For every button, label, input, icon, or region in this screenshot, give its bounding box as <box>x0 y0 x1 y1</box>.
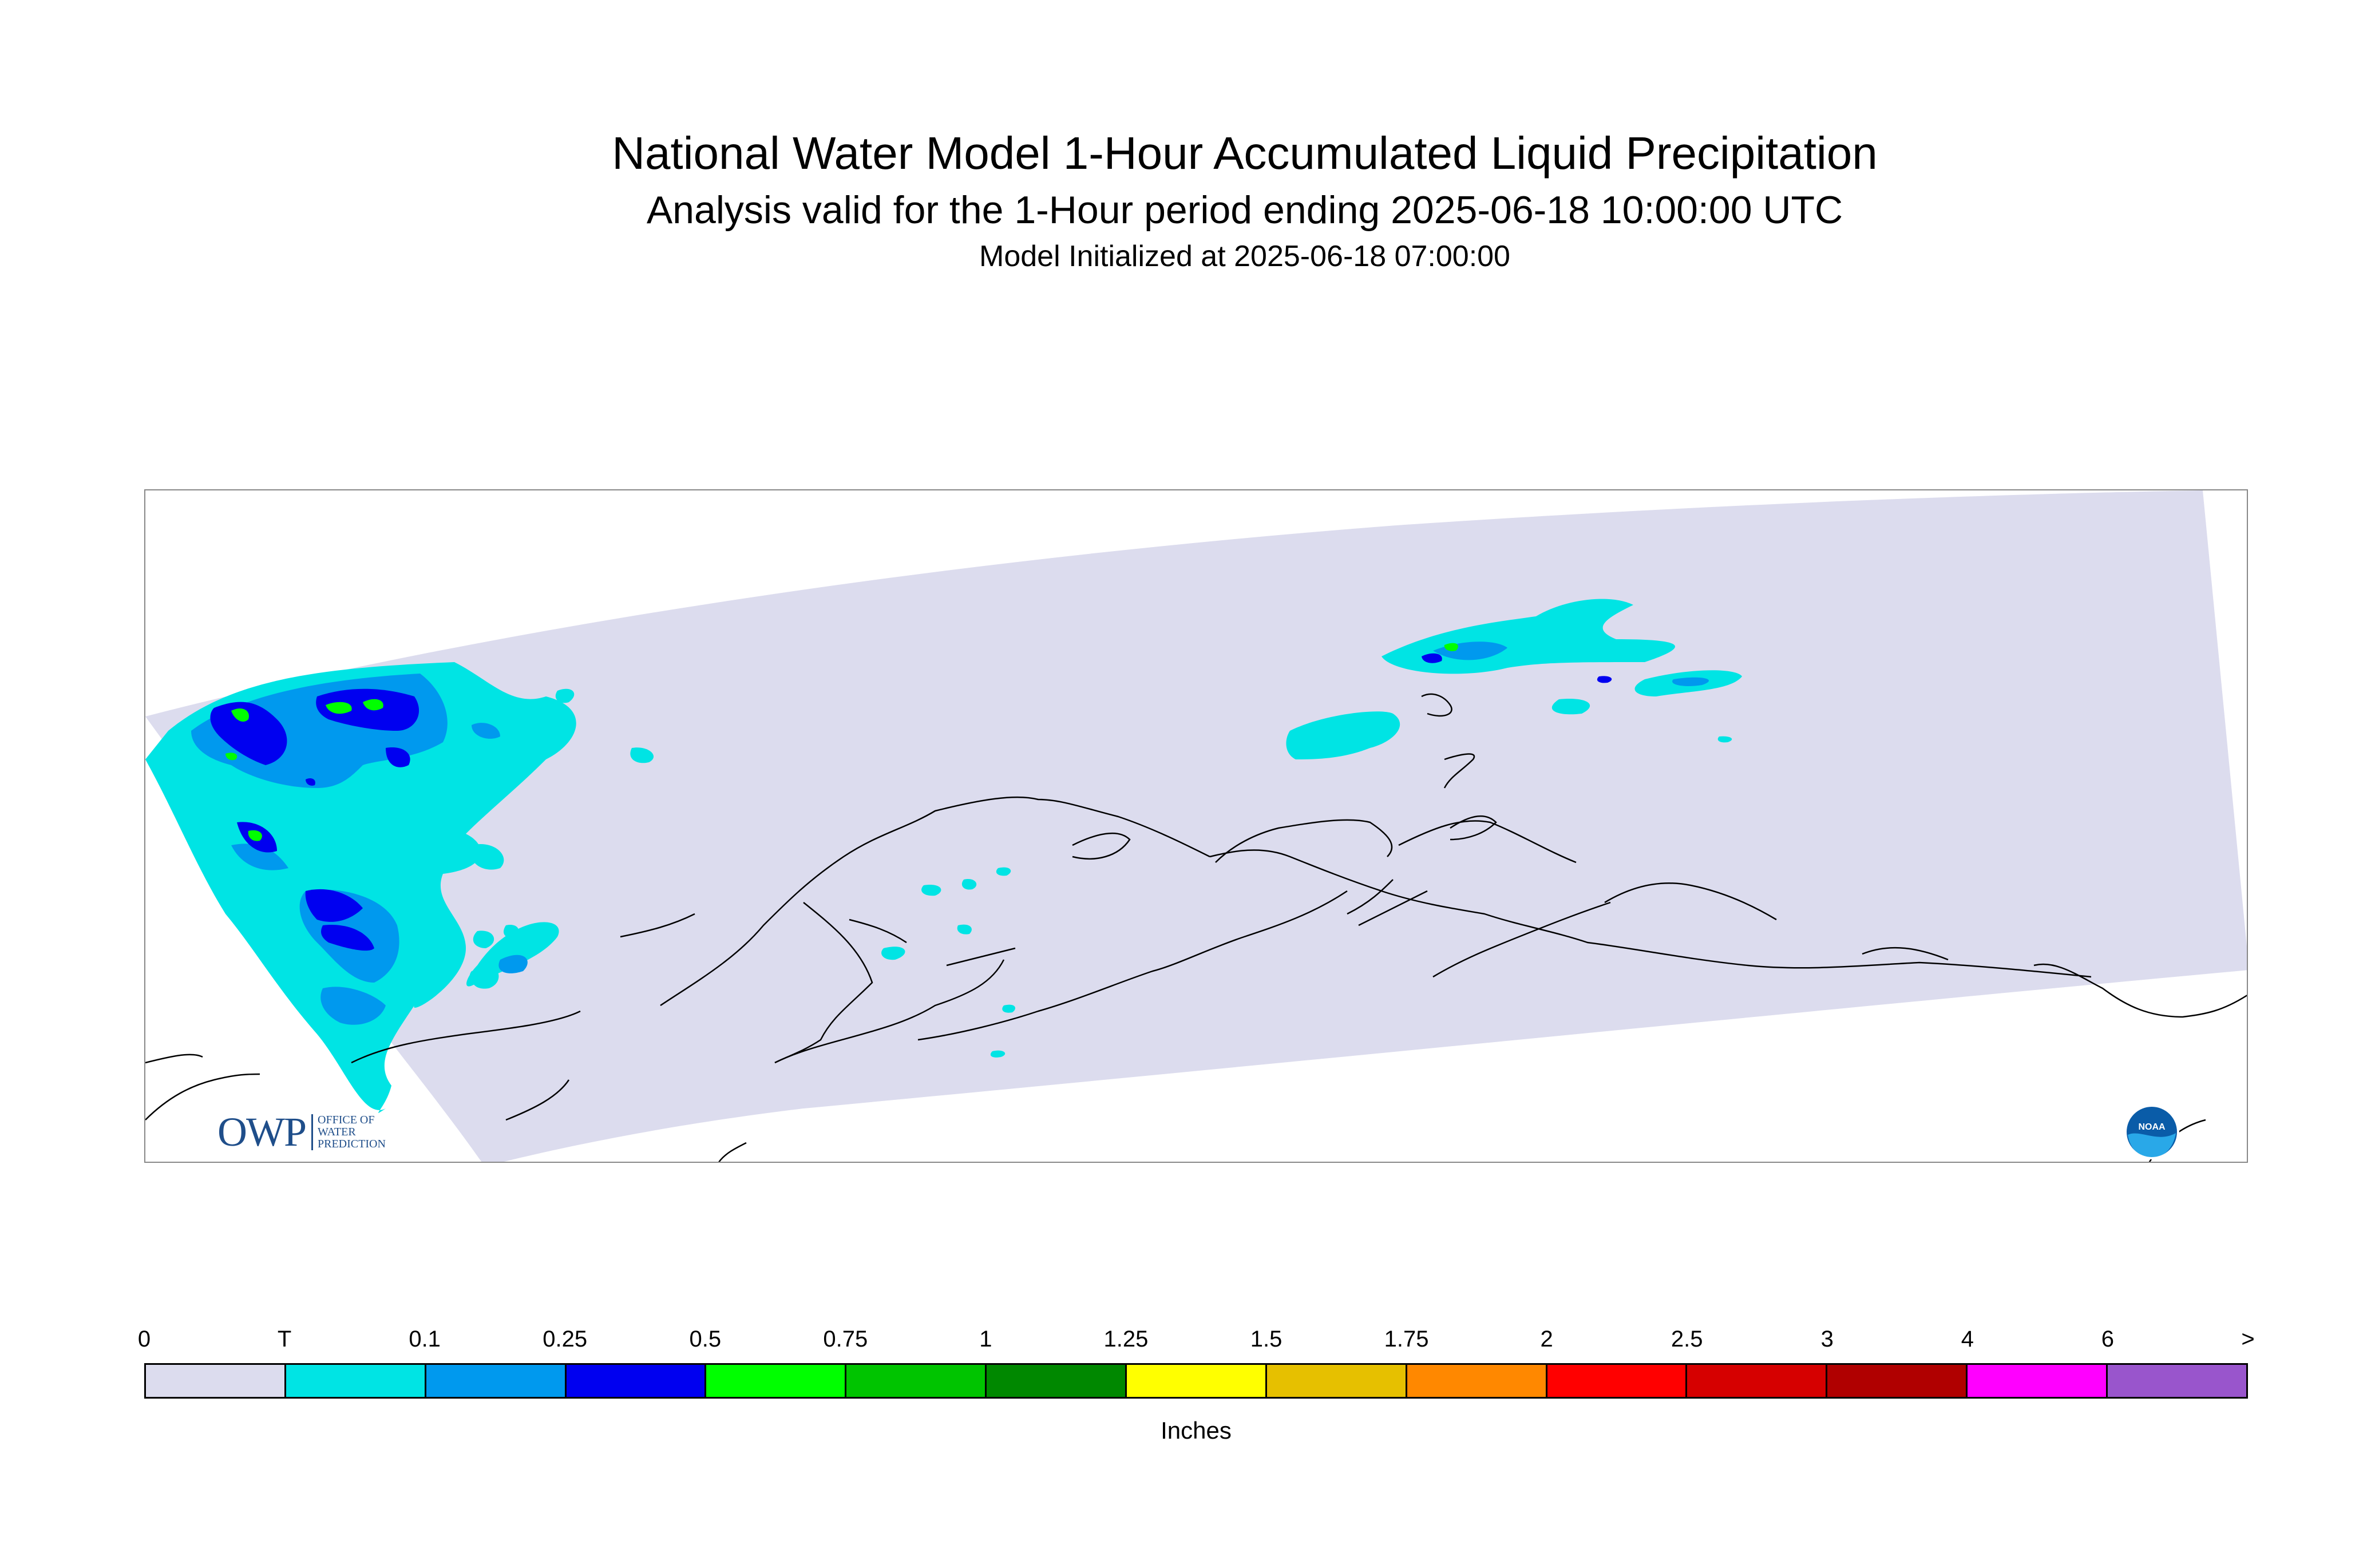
legend-swatch <box>286 1365 426 1397</box>
legend-bar <box>144 1363 2248 1399</box>
legend-units: Inches <box>1161 1417 1232 1444</box>
owp-logo-mark: OWP <box>217 1108 307 1155</box>
legend-tick-label: 2 <box>1540 1327 1553 1352</box>
owp-line-2: WATER <box>318 1125 356 1138</box>
legend-swatch <box>146 1365 286 1397</box>
model-domain <box>145 490 2247 1162</box>
legend-tick-label: 1.25 <box>1103 1327 1149 1352</box>
color-legend: 0 T 0.1 0.25 0.5 0.75 1 1.25 1.5 1.75 2 2.5 3 4 6 > Inc… <box>138 1316 2255 1465</box>
precip-moderate <box>210 653 1612 951</box>
legend-tick-label: 0.5 <box>689 1327 722 1352</box>
page-title: National Water Model 1-Hour Accumulated … <box>612 128 1878 179</box>
legend-swatch <box>846 1365 987 1397</box>
legend-tick-label: 6 <box>2101 1327 2115 1352</box>
noaa-logo: NOAA <box>2124 1104 2179 1159</box>
noaa-logo-text: NOAA <box>2138 1122 2166 1132</box>
legend-tick-label: 1 <box>979 1327 992 1352</box>
map-panel <box>144 489 2248 1163</box>
coastlines <box>145 693 2247 1162</box>
legend-swatch <box>1407 1365 1547 1397</box>
legend-swatch <box>987 1365 1127 1397</box>
owp-logo-subtext: OFFICE OF WATER PREDICTION <box>311 1114 386 1150</box>
legend-tick-label: 4 <box>1961 1327 1974 1352</box>
legend-swatch <box>706 1365 847 1397</box>
precip-heavy <box>225 643 1458 841</box>
owp-line-1: OFFICE OF <box>318 1113 375 1126</box>
owp-line-3: PREDICTION <box>318 1137 386 1150</box>
legend-swatch <box>1127 1365 1267 1397</box>
page-subtitle: Analysis valid for the 1-Hour period end… <box>646 188 1843 232</box>
legend-tick-label: 2.5 <box>1671 1327 1703 1352</box>
legend-swatch <box>566 1365 707 1397</box>
legend-swatch <box>1266 1365 1407 1397</box>
legend-tick-label: 1.75 <box>1384 1327 1429 1352</box>
legend-tick-label: 0 <box>137 1327 151 1352</box>
legend-swatch <box>2108 1365 2246 1397</box>
legend-swatch <box>1687 1365 1828 1397</box>
legend-swatch <box>1968 1365 2108 1397</box>
legend-tick-label: 0.75 <box>823 1327 868 1352</box>
legend-swatch <box>1827 1365 1968 1397</box>
legend-tick-label: > <box>2241 1327 2255 1352</box>
legend-tick-label: 0.25 <box>543 1327 588 1352</box>
legend-tick-label: 1.5 <box>1250 1327 1282 1352</box>
map-canvas <box>145 490 2247 1162</box>
init-time: Model Initialized at 2025-06-18 07:00:00 <box>979 240 1510 273</box>
legend-tick-label: 3 <box>1820 1327 1834 1352</box>
legend-tick-label: T <box>277 1327 292 1352</box>
legend-swatch <box>1547 1365 1688 1397</box>
legend-tick-label: 0.1 <box>409 1327 441 1352</box>
legend-swatch <box>426 1365 567 1397</box>
owp-logo: OWP OFFICE OF WATER PREDICTION <box>217 1109 386 1155</box>
